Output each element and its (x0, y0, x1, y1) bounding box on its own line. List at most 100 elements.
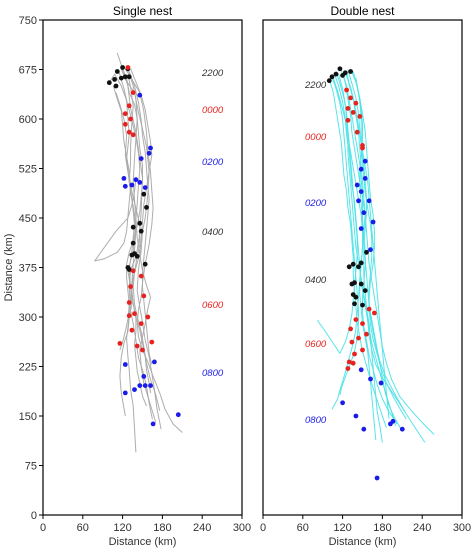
data-point-0200 (138, 156, 144, 162)
track-group (94, 52, 183, 453)
data-point-0200 (137, 92, 143, 98)
data-point-0800 (388, 421, 393, 427)
data-point-0000 (348, 95, 353, 101)
data-point-0800 (358, 367, 364, 373)
x-axis-label: Distance (km) (329, 536, 397, 548)
data-point-0200 (358, 226, 364, 232)
data-point-0200 (146, 150, 152, 156)
track-line (124, 68, 183, 433)
point-group (326, 66, 405, 481)
data-point-0600 (349, 339, 355, 345)
data-point-0800 (122, 362, 128, 367)
data-point-0000 (128, 116, 134, 122)
data-point-0600 (140, 347, 145, 353)
y-tick-label: 225 (19, 362, 37, 374)
x-tick-label: 300 (453, 522, 471, 534)
y-tick-label: 300 (19, 312, 37, 324)
data-point-2200 (118, 75, 124, 81)
data-point-0000 (353, 100, 359, 106)
data-point-0000 (126, 103, 132, 109)
data-point-0200 (137, 180, 143, 185)
data-point-0200 (354, 182, 360, 188)
data-point-2200 (114, 69, 120, 74)
data-point-0400 (346, 264, 352, 270)
track-line (340, 70, 435, 435)
data-point-0600 (145, 314, 151, 320)
data-point-0600 (129, 327, 135, 333)
y-tick-label: 375 (19, 263, 37, 275)
x-tick-label: 300 (233, 522, 251, 534)
data-point-0200 (148, 145, 153, 151)
x-tick-label: 60 (297, 522, 309, 534)
data-point-0800 (142, 383, 148, 388)
data-point-0600 (346, 359, 352, 365)
data-point-0000 (125, 65, 131, 70)
data-point-0600 (126, 313, 132, 319)
data-point-0000 (360, 145, 365, 151)
data-point-0400 (141, 191, 147, 197)
data-point-0000 (130, 90, 136, 95)
data-point-0400 (358, 281, 364, 287)
track-line (338, 73, 383, 443)
data-point-2200 (340, 73, 345, 78)
data-point-0800 (361, 426, 367, 432)
data-point-0600 (356, 335, 361, 341)
data-point-0400 (138, 228, 144, 234)
data-point-0800 (378, 380, 384, 386)
data-point-0600 (130, 268, 136, 274)
data-point-0600 (348, 326, 353, 332)
data-point-0600 (360, 321, 365, 326)
data-point-0000 (344, 87, 349, 93)
point-group (106, 65, 181, 427)
track-line (120, 68, 162, 430)
x-tick-label: 120 (333, 522, 351, 534)
time-label-0600: 0600 (202, 300, 224, 311)
time-label-0600: 0600 (305, 339, 327, 350)
time-label-0000: 0000 (305, 132, 327, 143)
data-point-0200 (122, 183, 128, 189)
track-group (316, 68, 435, 443)
data-point-0400 (364, 249, 369, 255)
time-label-0200: 0200 (305, 198, 327, 209)
data-point-0400 (129, 252, 135, 258)
data-point-0800 (137, 383, 143, 388)
data-point-0600 (126, 300, 132, 305)
x-tick-label: 180 (373, 522, 391, 534)
data-point-2200 (326, 78, 332, 84)
data-point-0200 (368, 247, 373, 253)
data-point-0000 (122, 111, 128, 117)
data-point-2200 (329, 74, 335, 80)
data-point-0800 (399, 426, 405, 432)
data-point-2200 (120, 65, 125, 70)
y-tick-label: 525 (19, 164, 37, 176)
data-point-0600 (134, 343, 140, 349)
data-point-0000 (130, 132, 136, 138)
x-tick-label: 120 (113, 522, 131, 534)
plot-frame (262, 19, 463, 516)
y-tick-label: 600 (19, 114, 37, 126)
data-point-0600 (360, 347, 365, 353)
data-point-0400 (126, 267, 132, 272)
track-line (130, 68, 153, 393)
data-point-0200 (358, 166, 364, 172)
data-point-0200 (362, 158, 368, 164)
data-point-0600 (352, 351, 357, 357)
data-point-0600 (138, 273, 144, 279)
data-point-0400 (352, 280, 357, 286)
data-point-2200 (337, 66, 343, 72)
data-point-2200 (112, 77, 117, 82)
data-point-0600 (138, 321, 144, 326)
x-tick-label: 240 (413, 522, 431, 534)
data-point-0400 (137, 220, 143, 226)
data-point-0800 (368, 376, 373, 382)
data-point-0000 (357, 114, 363, 119)
data-point-0200 (133, 177, 139, 183)
data-point-0200 (129, 182, 135, 188)
data-point-0800 (340, 400, 345, 406)
data-point-0600 (141, 293, 147, 299)
data-point-2200 (113, 83, 119, 89)
data-point-0400 (144, 205, 149, 210)
data-point-0800 (353, 413, 359, 419)
x-tick-label: 60 (77, 522, 89, 534)
data-point-2200 (126, 74, 132, 80)
